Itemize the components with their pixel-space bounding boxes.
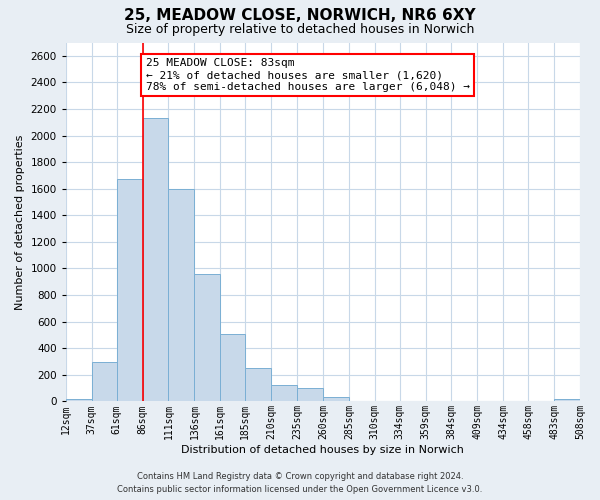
X-axis label: Distribution of detached houses by size in Norwich: Distribution of detached houses by size … <box>181 445 464 455</box>
Bar <box>116 180 143 402</box>
Bar <box>245 368 271 402</box>
Bar <box>323 397 349 402</box>
Bar <box>554 399 580 402</box>
Bar <box>297 388 323 402</box>
Text: Contains HM Land Registry data © Crown copyright and database right 2024.
Contai: Contains HM Land Registry data © Crown c… <box>118 472 482 494</box>
Bar <box>169 188 194 402</box>
Bar <box>220 334 245 402</box>
Text: 25 MEADOW CLOSE: 83sqm
← 21% of detached houses are smaller (1,620)
78% of semi-: 25 MEADOW CLOSE: 83sqm ← 21% of detached… <box>146 58 470 92</box>
Text: 25, MEADOW CLOSE, NORWICH, NR6 6XY: 25, MEADOW CLOSE, NORWICH, NR6 6XY <box>124 8 476 22</box>
Bar <box>400 401 425 402</box>
Bar <box>349 401 375 402</box>
Y-axis label: Number of detached properties: Number of detached properties <box>15 134 25 310</box>
Text: Size of property relative to detached houses in Norwich: Size of property relative to detached ho… <box>126 22 474 36</box>
Bar <box>143 118 169 402</box>
Bar <box>66 399 92 402</box>
Bar <box>271 385 297 402</box>
Bar <box>194 274 220 402</box>
Bar <box>92 362 116 402</box>
Bar <box>451 401 478 402</box>
